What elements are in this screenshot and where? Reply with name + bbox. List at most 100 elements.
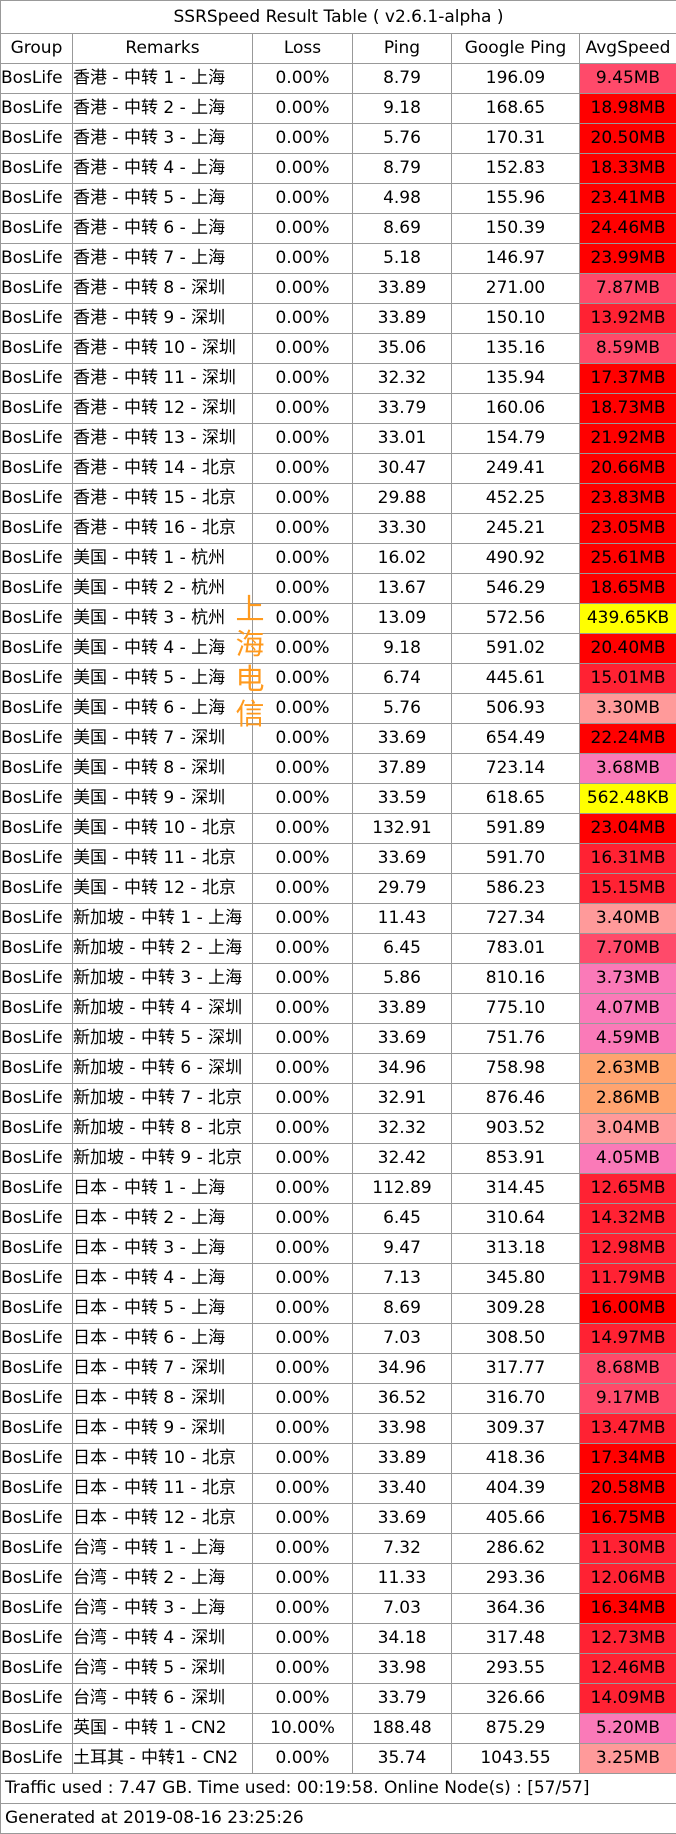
cell-group: BosLife: [1, 1294, 73, 1324]
cell-group: BosLife: [1, 814, 73, 844]
cell-remarks: 日本 - 中转 2 - 上海: [73, 1204, 253, 1234]
cell-google-ping: 308.50: [452, 1324, 580, 1354]
cell-group: BosLife: [1, 364, 73, 394]
cell-group: BosLife: [1, 724, 73, 754]
cell-remarks: 美国 - 中转 8 - 深圳: [73, 754, 253, 784]
cell-loss: 0.00%: [253, 574, 353, 604]
cell-google-ping: 490.92: [452, 544, 580, 574]
cell-google-ping: 591.89: [452, 814, 580, 844]
cell-remarks: 新加坡 - 中转 6 - 深圳: [73, 1054, 253, 1084]
cell-ping: 29.88: [353, 484, 452, 514]
generated-timestamp: Generated at 2019-08-16 23:25:26: [1, 1804, 676, 1834]
cell-remarks: 日本 - 中转 3 - 上海: [73, 1234, 253, 1264]
cell-loss: 0.00%: [253, 1504, 353, 1534]
cell-ping: 33.01: [353, 424, 452, 454]
table-title: SSRSpeed Result Table ( v2.6.1-alpha ): [1, 1, 676, 34]
cell-ping: 13.09: [353, 604, 452, 634]
cell-ping: 33.98: [353, 1414, 452, 1444]
cell-loss: 0.00%: [253, 1684, 353, 1714]
cell-group: BosLife: [1, 1534, 73, 1564]
cell-google-ping: 591.02: [452, 634, 580, 664]
cell-avg-speed: 2.63MB: [580, 1054, 676, 1084]
cell-group: BosLife: [1, 64, 73, 94]
cell-remarks: 美国 - 中转 12 - 北京: [73, 874, 253, 904]
cell-ping: 9.18: [353, 634, 452, 664]
cell-group: BosLife: [1, 454, 73, 484]
cell-google-ping: 317.48: [452, 1624, 580, 1654]
cell-loss: 0.00%: [253, 1174, 353, 1204]
cell-avg-speed: 20.66MB: [580, 454, 676, 484]
cell-group: BosLife: [1, 154, 73, 184]
cell-avg-speed: 2.86MB: [580, 1084, 676, 1114]
cell-group: BosLife: [1, 424, 73, 454]
generated-row: Generated at 2019-08-16 23:25:26: [1, 1804, 676, 1834]
title-row: SSRSpeed Result Table ( v2.6.1-alpha ): [1, 1, 676, 34]
cell-avg-speed: 7.87MB: [580, 274, 676, 304]
cell-ping: 32.32: [353, 364, 452, 394]
cell-avg-speed: 18.73MB: [580, 394, 676, 424]
cell-avg-speed: 14.09MB: [580, 1684, 676, 1714]
cell-google-ping: 152.83: [452, 154, 580, 184]
cell-group: BosLife: [1, 1174, 73, 1204]
cell-ping: 7.03: [353, 1324, 452, 1354]
cell-group: BosLife: [1, 1204, 73, 1234]
cell-google-ping: 810.16: [452, 964, 580, 994]
cell-loss: 0.00%: [253, 1474, 353, 1504]
cell-ping: 7.03: [353, 1594, 452, 1624]
cell-avg-speed: 8.59MB: [580, 334, 676, 364]
cell-avg-speed: 15.15MB: [580, 874, 676, 904]
cell-group: BosLife: [1, 664, 73, 694]
cell-ping: 34.18: [353, 1624, 452, 1654]
cell-google-ping: 135.16: [452, 334, 580, 364]
cell-ping: 35.06: [353, 334, 452, 364]
cell-avg-speed: 18.65MB: [580, 574, 676, 604]
cell-google-ping: 853.91: [452, 1144, 580, 1174]
cell-google-ping: 1043.55: [452, 1744, 580, 1774]
cell-loss: 0.00%: [253, 1114, 353, 1144]
cell-remarks: 美国 - 中转 4 - 上海: [73, 634, 253, 664]
cell-ping: 33.40: [353, 1474, 452, 1504]
cell-loss: 0.00%: [253, 994, 353, 1024]
cell-group: BosLife: [1, 1054, 73, 1084]
cell-google-ping: 618.65: [452, 784, 580, 814]
cell-group: BosLife: [1, 994, 73, 1024]
cell-avg-speed: 5.20MB: [580, 1714, 676, 1744]
cell-avg-speed: 9.17MB: [580, 1384, 676, 1414]
cell-google-ping: 160.06: [452, 394, 580, 424]
cell-remarks: 美国 - 中转 5 - 上海: [73, 664, 253, 694]
cell-ping: 112.89: [353, 1174, 452, 1204]
cell-ping: 6.45: [353, 1204, 452, 1234]
cell-avg-speed: 16.34MB: [580, 1594, 676, 1624]
cell-remarks: 香港 - 中转 12 - 深圳: [73, 394, 253, 424]
cell-avg-speed: 17.37MB: [580, 364, 676, 394]
cell-ping: 33.89: [353, 994, 452, 1024]
cell-loss: 0.00%: [253, 664, 353, 694]
cell-remarks: 香港 - 中转 10 - 深圳: [73, 334, 253, 364]
cell-remarks: 香港 - 中转 1 - 上海: [73, 64, 253, 94]
cell-ping: 9.47: [353, 1234, 452, 1264]
cell-loss: 0.00%: [253, 1234, 353, 1264]
cell-remarks: 日本 - 中转 9 - 深圳: [73, 1414, 253, 1444]
cell-loss: 0.00%: [253, 1624, 353, 1654]
cell-ping: 13.67: [353, 574, 452, 604]
cell-group: BosLife: [1, 964, 73, 994]
cell-remarks: 日本 - 中转 4 - 上海: [73, 1264, 253, 1294]
cell-avg-speed: 12.06MB: [580, 1564, 676, 1594]
cell-avg-speed: 20.58MB: [580, 1474, 676, 1504]
cell-group: BosLife: [1, 1084, 73, 1114]
cell-loss: 0.00%: [253, 814, 353, 844]
cell-avg-speed: 23.04MB: [580, 814, 676, 844]
cell-group: BosLife: [1, 1414, 73, 1444]
